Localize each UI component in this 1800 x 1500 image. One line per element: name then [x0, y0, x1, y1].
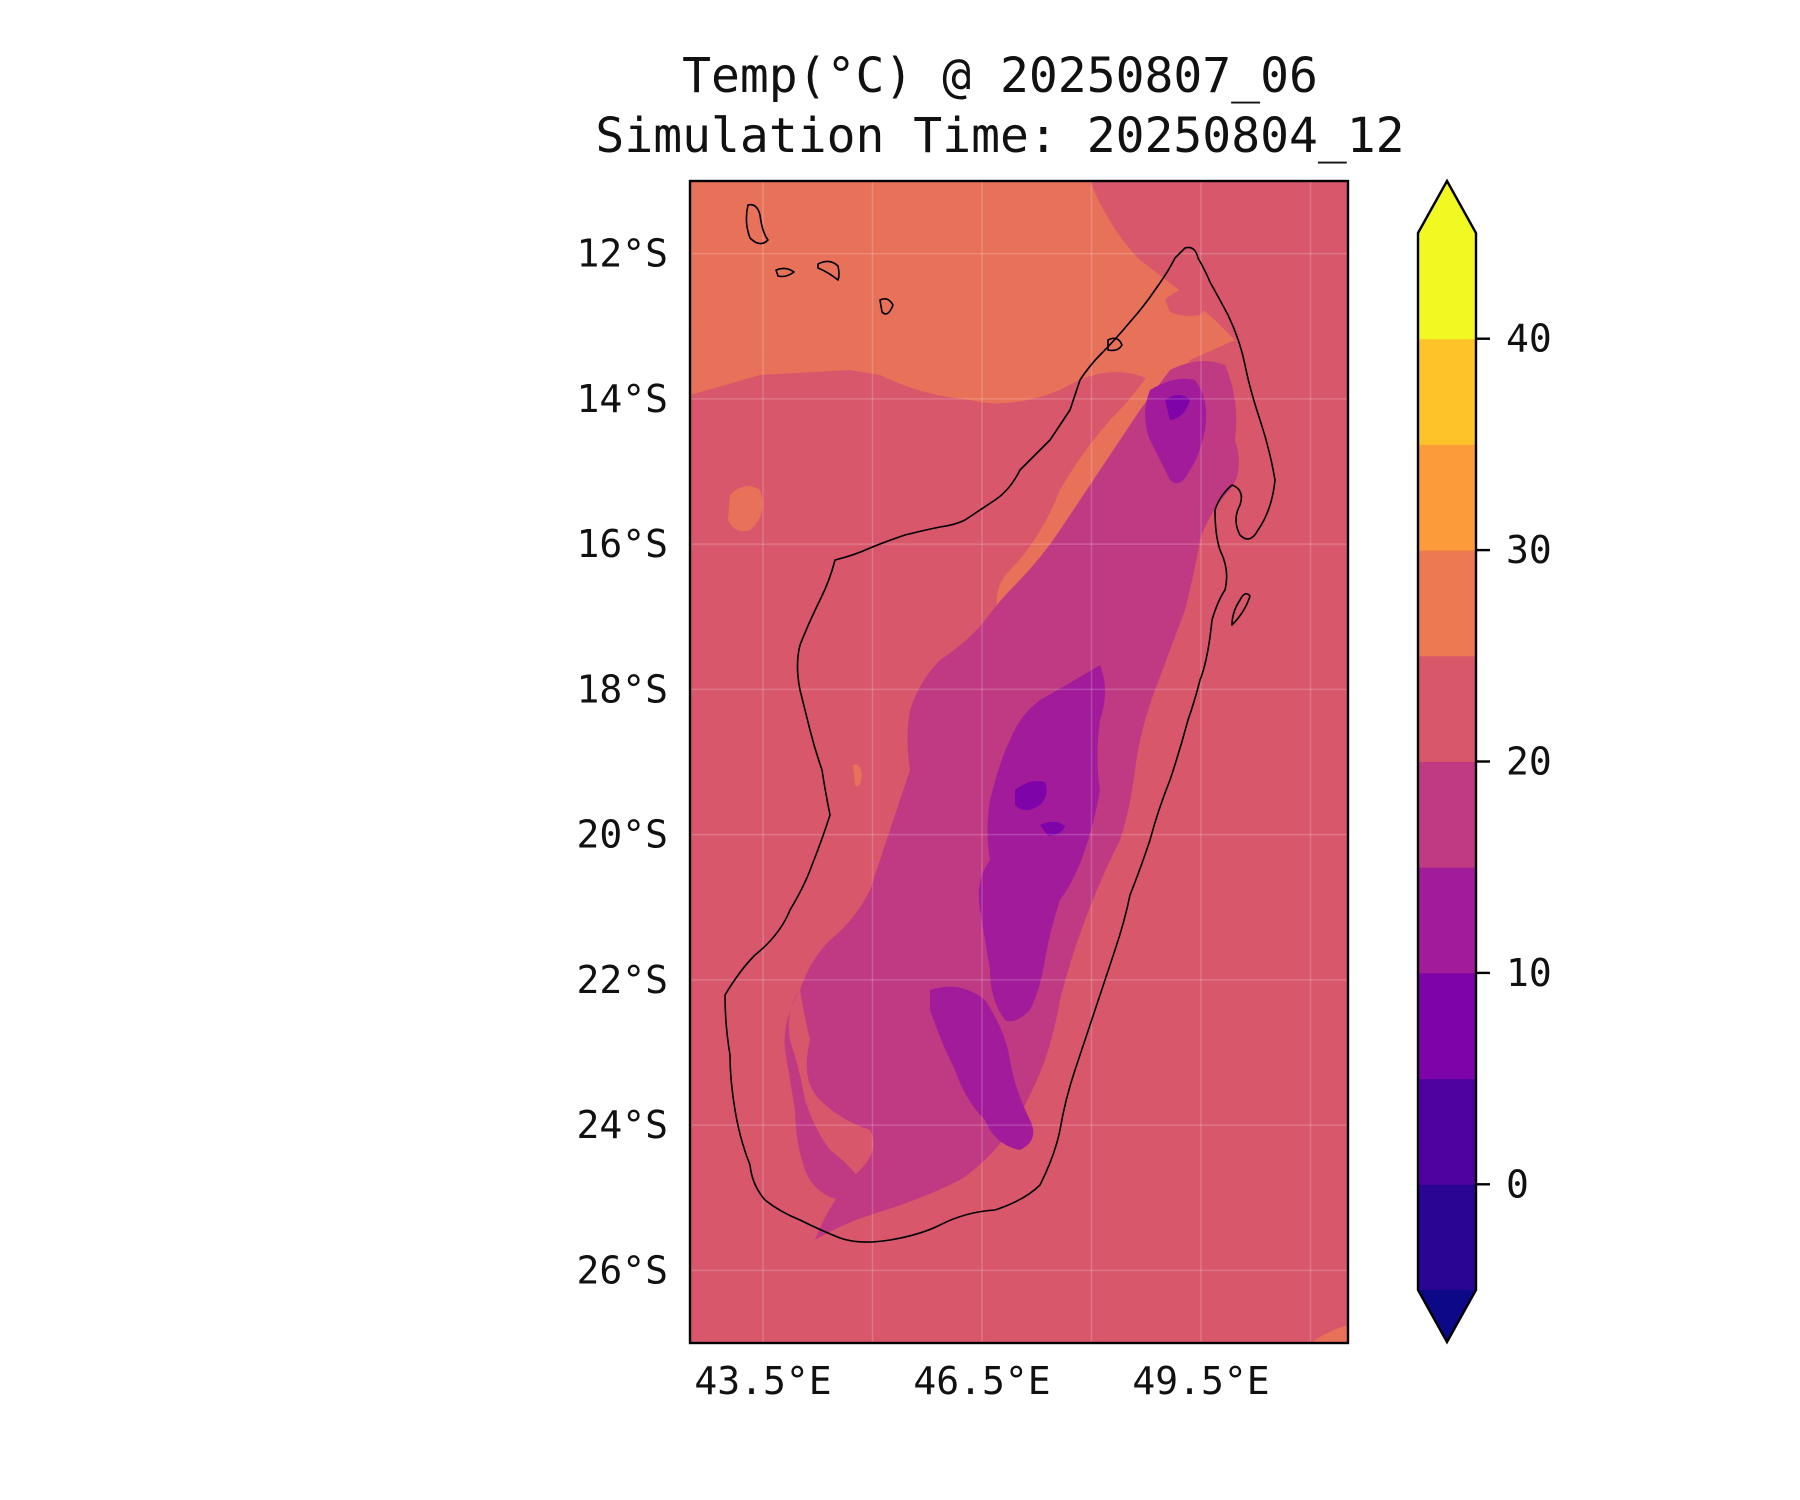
- coastline-island-nw-1: [745, 203, 769, 245]
- colorbar-segment: [1418, 1184, 1476, 1291]
- lat-tick-label: 12°S: [576, 232, 668, 276]
- lon-tick-label: 49.5°E: [1132, 1359, 1269, 1403]
- lat-tick-label: 24°S: [576, 1103, 668, 1147]
- coastline-sainte-marie: [1231, 592, 1251, 626]
- lon-tick-label: 46.5°E: [913, 1359, 1050, 1403]
- colorbar-segment: [1418, 444, 1476, 551]
- colorbar: 40 30 20 10 0: [1416, 178, 1552, 1345]
- coastline-nosy-be: [1107, 337, 1123, 352]
- lat-tick-label: 22°S: [576, 958, 668, 1002]
- field-10-15-north: [1145, 378, 1207, 484]
- field-25-30-islet: [728, 486, 763, 532]
- lat-tick-label: 20°S: [576, 813, 668, 857]
- colorbar-tick-label: 30: [1506, 528, 1552, 572]
- colorbar-extend-max: [1418, 181, 1476, 233]
- map-title-line-1: Temp(°C) @ 20250807_06: [682, 48, 1318, 104]
- field-25-30-islet-small: [853, 764, 862, 787]
- longitude-tick-labels: 43.5°E 46.5°E 49.5°E: [694, 1359, 1269, 1403]
- field-5-10-cell-3: [1165, 395, 1190, 420]
- colorbar-segment: [1418, 972, 1476, 1080]
- gridlines: [690, 181, 1348, 1343]
- lat-tick-label: 14°S: [576, 377, 668, 421]
- colorbar-segment: [1418, 233, 1476, 340]
- coastline-island-mayotte: [817, 260, 840, 281]
- colorbar-segment: [1418, 1078, 1476, 1185]
- colorbar-segment: [1418, 655, 1476, 762]
- colorbar-segment: [1418, 761, 1476, 868]
- field-10-15-south: [930, 986, 1034, 1150]
- field-25-30-north-band: [690, 181, 1235, 404]
- colorbar-tick-label: 10: [1506, 951, 1552, 995]
- field-10-15-central: [978, 665, 1105, 1022]
- temperature-map: [688, 179, 1350, 1345]
- colorbar-extend-min: [1418, 1290, 1476, 1342]
- field-5-10-cell-2: [1040, 821, 1065, 836]
- colorbar-tick-label: 40: [1506, 317, 1552, 361]
- field-20-25-cove: [1165, 288, 1205, 316]
- field-25-30-west-patch: [690, 290, 790, 390]
- lat-tick-label: 16°S: [576, 522, 668, 566]
- latitude-tick-labels: 12°S 14°S 16°S 18°S 20°S 22°S 24°S 26°S: [576, 232, 668, 1293]
- coastline: [724, 203, 1276, 1243]
- colorbar-segment: [1418, 338, 1476, 445]
- colorbar-segment: [1418, 550, 1476, 657]
- colorbar-segment: [1418, 867, 1476, 974]
- colorbar-tick-label: 20: [1506, 740, 1552, 784]
- colorbar-outline: [1416, 178, 1478, 1345]
- field-15-20-southwest: [784, 990, 860, 1200]
- lat-tick-label: 18°S: [576, 667, 668, 711]
- coastline-madagascar: [724, 246, 1276, 1243]
- coastline-island-nw-2: [775, 267, 795, 278]
- colorbar-tick-label: 0: [1506, 1162, 1529, 1206]
- lon-tick-label: 43.5°E: [694, 1359, 831, 1403]
- map-frame: [688, 179, 1350, 1345]
- coastline-island-small: [879, 298, 894, 315]
- field-5-10-cell-1: [1015, 781, 1047, 810]
- map-title-line-2: Simulation Time: 20250804_12: [595, 108, 1405, 164]
- lat-tick-label: 26°S: [576, 1248, 668, 1292]
- field-25-30-se-corner: [1310, 1325, 1348, 1343]
